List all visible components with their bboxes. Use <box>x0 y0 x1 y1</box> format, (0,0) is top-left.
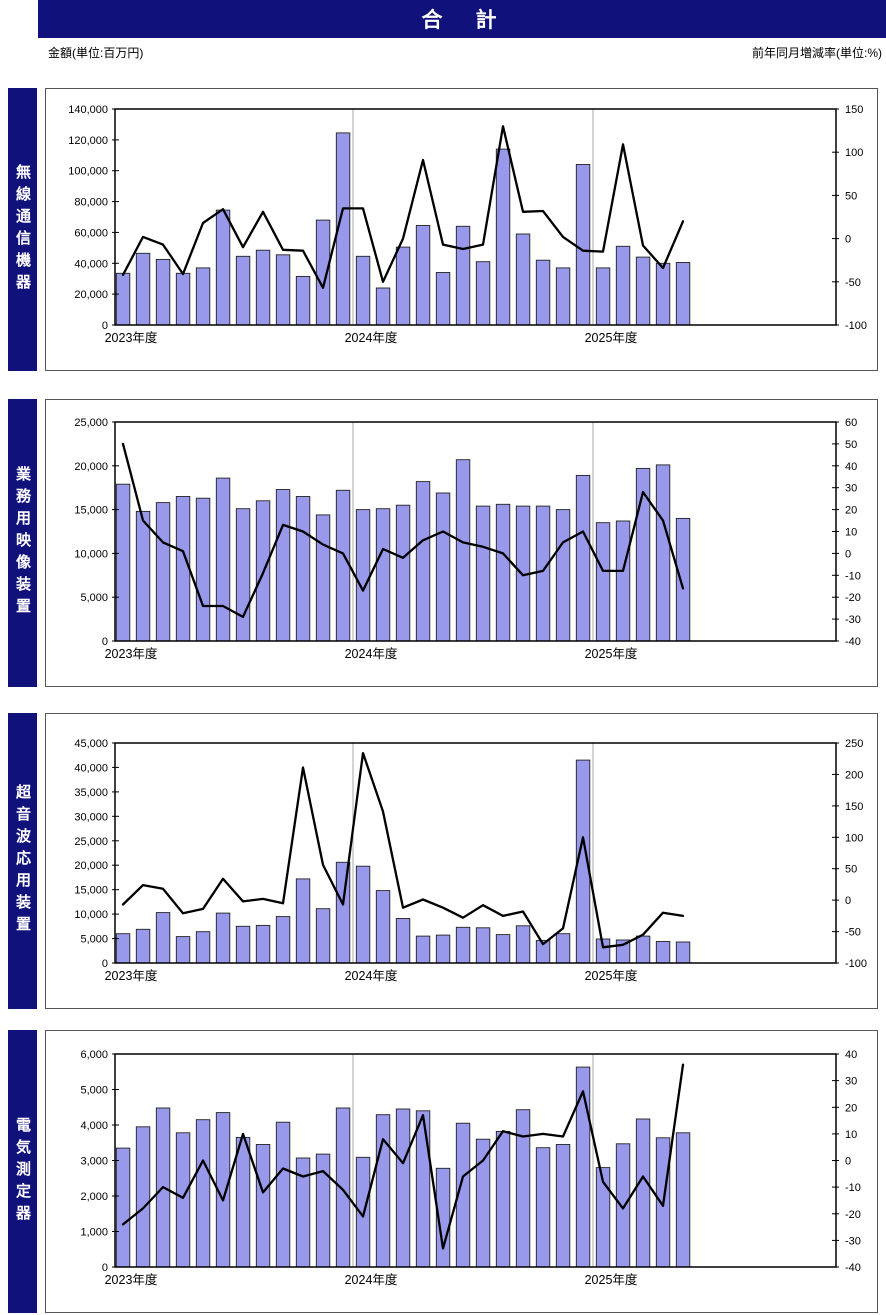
category-label: 無線通信機器 <box>14 163 31 296</box>
svg-text:2025年度: 2025年度 <box>585 646 638 661</box>
svg-text:2024年度: 2024年度 <box>345 1272 398 1287</box>
svg-text:6,000: 6,000 <box>80 1049 108 1061</box>
svg-text:2025年度: 2025年度 <box>585 968 638 983</box>
svg-text:100: 100 <box>845 147 863 159</box>
svg-text:0: 0 <box>102 636 108 648</box>
combo-chart-ultrasonic-equipment: 0 5,000 10,000 15,000 20,000 25,000 30,000 35,0… <box>74 738 867 983</box>
svg-text:3,000: 3,000 <box>80 1156 108 1168</box>
svg-text:40: 40 <box>845 1049 857 1061</box>
svg-text:-30: -30 <box>845 1235 861 1247</box>
svg-text:120,000: 120,000 <box>68 135 108 147</box>
svg-text:-50: -50 <box>845 927 861 939</box>
svg-text:30: 30 <box>845 1076 857 1088</box>
svg-text:20: 20 <box>845 505 857 517</box>
svg-text:2023年度: 2023年度 <box>105 646 158 661</box>
svg-text:0: 0 <box>102 958 108 970</box>
page-title: 合 計 <box>421 9 503 32</box>
svg-text:60,000: 60,000 <box>74 227 108 239</box>
svg-text:-40: -40 <box>845 636 861 648</box>
svg-text:35,000: 35,000 <box>74 787 108 799</box>
svg-text:25,000: 25,000 <box>74 836 108 848</box>
svg-text:5,000: 5,000 <box>80 592 108 604</box>
svg-text:5,000: 5,000 <box>80 934 108 946</box>
unit-labels-row: 金額(単位:百万円) 前年同月増減率(単位:%) <box>48 44 882 61</box>
svg-text:150: 150 <box>845 801 863 813</box>
svg-text:2025年度: 2025年度 <box>585 1272 638 1287</box>
svg-text:-40: -40 <box>845 1262 861 1274</box>
svg-text:2023年度: 2023年度 <box>105 330 158 345</box>
svg-text:80,000: 80,000 <box>74 197 108 209</box>
category-label: 電気測定器 <box>14 1116 31 1227</box>
chart-panel-professional-video-equipment: 0 5,000 10,000 15,000 20,000 25,000 -40 -30 -20 -… <box>45 399 878 687</box>
svg-text:-30: -30 <box>845 614 861 626</box>
combo-chart-electrical-measuring-instruments: 0 1,000 2,000 3,000 4,000 5,000 6,000 -40 -30 -20… <box>80 1049 861 1287</box>
chart-panel-wireless-comm-equipment: 0 20,000 40,000 60,000 80,000 100,000 120,000 1… <box>45 88 878 371</box>
svg-text:0: 0 <box>102 320 108 332</box>
svg-text:10: 10 <box>845 1129 857 1141</box>
svg-text:50: 50 <box>845 439 857 451</box>
chart-panel-ultrasonic-equipment: 0 5,000 10,000 15,000 20,000 25,000 30,000 35,0… <box>45 713 878 1009</box>
svg-text:2023年度: 2023年度 <box>105 968 158 983</box>
svg-text:-100: -100 <box>845 958 867 970</box>
category-strip-electrical-measuring-instruments: 電気測定器 <box>8 1030 37 1313</box>
svg-text:60: 60 <box>845 417 857 429</box>
amount-unit-label: 金額(単位:百万円) <box>48 46 144 60</box>
svg-text:25,000: 25,000 <box>74 417 108 429</box>
category-strip-ultrasonic-equipment: 超音波応用装置 <box>8 713 37 1009</box>
svg-text:250: 250 <box>845 738 863 750</box>
svg-text:20: 20 <box>845 1102 857 1114</box>
svg-text:15,000: 15,000 <box>74 505 108 517</box>
svg-text:30: 30 <box>845 483 857 495</box>
svg-text:2023年度: 2023年度 <box>105 1272 158 1287</box>
svg-text:0: 0 <box>845 234 851 246</box>
svg-text:10,000: 10,000 <box>74 548 108 560</box>
svg-text:-10: -10 <box>845 1182 861 1194</box>
combo-chart-professional-video-equipment: 0 5,000 10,000 15,000 20,000 25,000 -40 -30 -20 -… <box>74 417 861 661</box>
category-label: 超音波応用装置 <box>14 784 31 938</box>
svg-text:2025年度: 2025年度 <box>585 330 638 345</box>
svg-text:20,000: 20,000 <box>74 860 108 872</box>
svg-text:10: 10 <box>845 527 857 539</box>
svg-text:0: 0 <box>845 895 851 907</box>
svg-text:-100: -100 <box>845 320 867 332</box>
rate-unit-label: 前年同月増減率(単位:%) <box>752 46 882 60</box>
svg-text:200: 200 <box>845 769 863 781</box>
page-title-bar: 合 計 <box>38 0 886 38</box>
svg-text:150: 150 <box>845 104 863 116</box>
svg-text:0: 0 <box>102 1262 108 1274</box>
svg-text:1,000: 1,000 <box>80 1227 108 1239</box>
svg-text:10,000: 10,000 <box>74 909 108 921</box>
svg-text:30,000: 30,000 <box>74 811 108 823</box>
svg-text:2,000: 2,000 <box>80 1191 108 1203</box>
svg-text:45,000: 45,000 <box>74 738 108 750</box>
svg-text:5,000: 5,000 <box>80 1085 108 1097</box>
svg-text:50: 50 <box>845 864 857 876</box>
category-label: 業務用映像装置 <box>14 466 31 620</box>
svg-text:-20: -20 <box>845 1209 861 1221</box>
svg-text:2024年度: 2024年度 <box>345 646 398 661</box>
svg-text:2024年度: 2024年度 <box>345 330 398 345</box>
svg-text:4,000: 4,000 <box>80 1120 108 1132</box>
svg-text:40,000: 40,000 <box>74 258 108 270</box>
svg-text:15,000: 15,000 <box>74 885 108 897</box>
svg-text:20,000: 20,000 <box>74 461 108 473</box>
svg-text:40,000: 40,000 <box>74 762 108 774</box>
category-strip-professional-video-equipment: 業務用映像装置 <box>8 399 37 687</box>
svg-text:0: 0 <box>845 548 851 560</box>
svg-text:140,000: 140,000 <box>68 104 108 116</box>
svg-text:40: 40 <box>845 461 857 473</box>
svg-text:100: 100 <box>845 832 863 844</box>
svg-text:0: 0 <box>845 1156 851 1168</box>
svg-text:100,000: 100,000 <box>68 166 108 178</box>
svg-text:-50: -50 <box>845 277 861 289</box>
svg-text:50: 50 <box>845 190 857 202</box>
svg-text:2024年度: 2024年度 <box>345 968 398 983</box>
svg-text:-10: -10 <box>845 570 861 582</box>
chart-panel-electrical-measuring-instruments: 0 1,000 2,000 3,000 4,000 5,000 6,000 -40 -30 -20… <box>45 1030 878 1313</box>
combo-chart-wireless-comm-equipment: 0 20,000 40,000 60,000 80,000 100,000 120,000 1… <box>68 104 867 345</box>
svg-text:-20: -20 <box>845 592 861 604</box>
category-strip-wireless-comm-equipment: 無線通信機器 <box>8 88 37 371</box>
svg-text:20,000: 20,000 <box>74 289 108 301</box>
